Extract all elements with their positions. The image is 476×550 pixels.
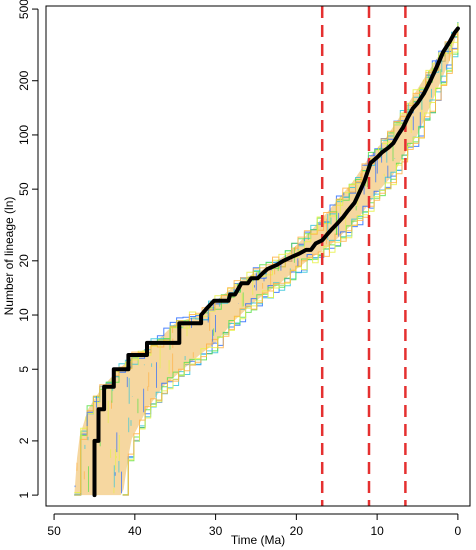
- y-tick-label: 100: [17, 125, 31, 145]
- y-tick-label: 10: [17, 308, 31, 322]
- y-tick-label: 50: [17, 182, 31, 196]
- reference-lines: [320, 6, 407, 506]
- y-axis-label: Number of lineage (ln): [2, 197, 16, 316]
- sample-tree-high-4: [74, 34, 459, 496]
- y-tick-label: 20: [17, 254, 31, 268]
- x-tick-label: 30: [209, 524, 223, 538]
- x-tick-label: 50: [47, 524, 61, 538]
- y-tick-label: 5: [17, 366, 31, 373]
- plot-frame: [45, 5, 471, 507]
- y-tick-label: 500: [17, 0, 31, 19]
- main-lineage-line: [92, 26, 460, 498]
- x-tick-label: 40: [128, 524, 142, 538]
- x-axis: 50 40 30 20 10 0: [47, 513, 462, 538]
- y-tick-label: 2: [17, 437, 31, 444]
- x-axis-label: Time (Ma): [231, 533, 285, 547]
- x-tick-label: 10: [370, 524, 384, 538]
- main-series: [92, 26, 460, 498]
- y-axis: 1 2 5 10 20 50 100 200 500: [17, 0, 39, 498]
- uncertainty-envelope: [74, 22, 459, 496]
- x-tick-label: 20: [290, 524, 304, 538]
- envelope-band: [74, 28, 458, 496]
- y-tick-label: 1: [17, 491, 31, 498]
- x-tick-label: 0: [455, 524, 462, 538]
- y-tick-label: 200: [17, 70, 31, 90]
